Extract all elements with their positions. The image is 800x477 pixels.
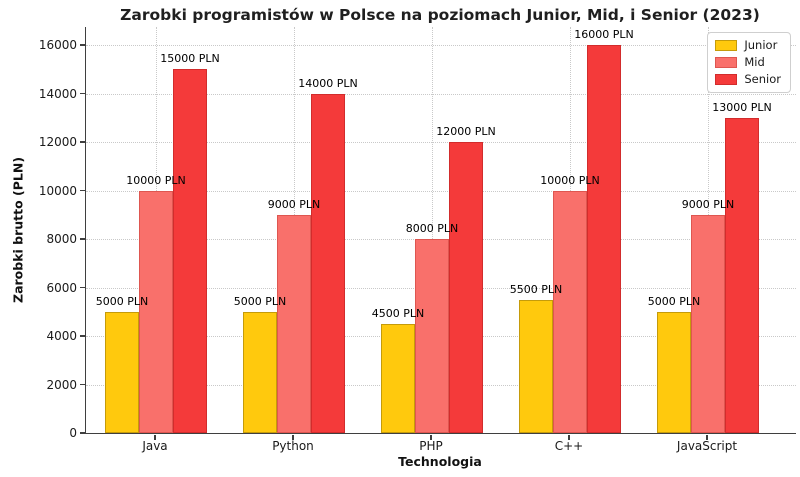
x-tick-mark xyxy=(292,435,294,440)
y-tick-label: 8000 xyxy=(46,232,77,246)
bar-junior-c- xyxy=(519,299,553,433)
bar-value-label: 12000 PLN xyxy=(436,125,496,138)
gridline-horizontal xyxy=(86,190,796,192)
bar-value-label: 5000 PLN xyxy=(233,294,287,308)
y-tick-label: 14000 xyxy=(38,86,77,101)
x-tick-label: Java xyxy=(142,439,168,453)
legend-swatch-junior xyxy=(715,40,738,51)
bar-senior-python xyxy=(311,93,345,433)
x-tick-label: C++ xyxy=(554,439,584,453)
y-tick-mark xyxy=(80,189,85,192)
bar-value-label: 5000 PLN xyxy=(647,294,701,308)
y-tick-label: 10000 xyxy=(38,183,77,198)
bar-value-label: 9000 PLN xyxy=(681,197,735,211)
x-tick-label: JavaScript xyxy=(676,439,738,453)
bar-junior-java xyxy=(105,311,139,433)
y-tick-mark xyxy=(80,286,85,289)
bar-value-label: 4500 PLN xyxy=(371,306,425,320)
bar-senior-c- xyxy=(587,45,621,433)
x-tick-label: PHP xyxy=(419,439,443,453)
y-tick-mark xyxy=(80,44,85,46)
bar-junior-php xyxy=(381,323,415,433)
bar-mid-php xyxy=(415,239,449,433)
x-tick-mark xyxy=(706,435,708,440)
bar-senior-javascript xyxy=(725,117,759,433)
bar-value-label: 13000 PLN xyxy=(712,100,772,114)
y-tick-mark xyxy=(80,335,85,337)
bar-mid-java xyxy=(139,190,173,433)
y-tick-label: 6000 xyxy=(46,280,77,295)
bar-mid-python xyxy=(277,214,311,433)
bar-value-label: 10000 PLN xyxy=(540,173,600,187)
legend: Junior Mid Senior xyxy=(707,32,791,93)
legend-label: Junior xyxy=(744,38,778,52)
y-tick-mark xyxy=(80,92,85,95)
bar-value-label: 15000 PLN xyxy=(160,52,220,66)
legend-label: Senior xyxy=(744,72,781,86)
bar-value-label: 10000 PLN xyxy=(126,173,186,187)
y-tick-label: 16000 xyxy=(38,38,77,52)
legend-swatch-senior xyxy=(715,74,738,85)
gridline-horizontal xyxy=(86,93,796,95)
x-tick-mark xyxy=(430,435,432,440)
legend-swatch-mid xyxy=(715,57,738,68)
bar-mid-javascript xyxy=(691,214,725,433)
x-tick-mark xyxy=(154,435,156,440)
y-tick-mark xyxy=(80,141,85,143)
bar-junior-python xyxy=(243,311,277,433)
bar-senior-php xyxy=(449,142,483,433)
bar-mid-c- xyxy=(553,190,587,433)
bar-value-label: 5000 PLN xyxy=(95,294,149,308)
x-tick-mark xyxy=(568,435,570,440)
bar-senior-java xyxy=(173,69,207,433)
y-tick-label: 2000 xyxy=(46,377,77,392)
y-tick-label: 4000 xyxy=(46,329,77,343)
legend-item-junior: Junior xyxy=(715,39,781,52)
bar-junior-javascript xyxy=(657,311,691,433)
legend-item-senior: Senior xyxy=(715,73,781,86)
bar-value-label: 5500 PLN xyxy=(509,282,563,296)
y-tick-label: 12000 xyxy=(38,135,77,149)
y-tick-label: 0 xyxy=(69,426,77,440)
legend-label: Mid xyxy=(744,55,765,69)
y-tick-mark xyxy=(80,432,85,434)
bar-value-label: 8000 PLN xyxy=(405,222,459,235)
y-tick-mark xyxy=(80,238,85,240)
gridline-horizontal xyxy=(86,142,796,143)
x-axis-label: Technologia xyxy=(398,454,482,469)
x-tick-label: Python xyxy=(272,439,314,453)
gridline-vertical xyxy=(432,27,433,433)
gridline-horizontal xyxy=(86,45,796,46)
bar-value-label: 9000 PLN xyxy=(267,197,321,211)
y-tick-mark xyxy=(80,383,85,386)
plot-area: 5000 PLN 10000 PLN 15000 PLN 5000 PLN 9000 P… xyxy=(85,27,796,434)
bar-value-label: 16000 PLN xyxy=(574,28,634,41)
chart-title: Zarobki programistów w Polsce na pozioma… xyxy=(120,6,760,24)
bar-value-label: 14000 PLN xyxy=(298,76,358,90)
legend-item-mid: Mid xyxy=(715,56,781,69)
